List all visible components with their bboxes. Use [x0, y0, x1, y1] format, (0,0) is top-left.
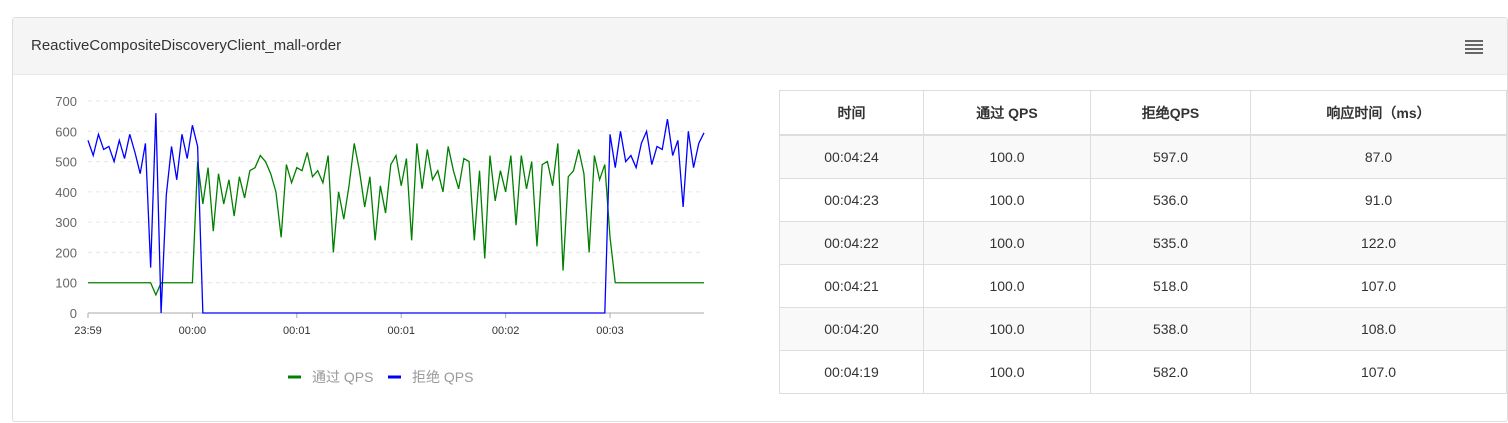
table-cell: 122.0 [1250, 221, 1507, 265]
hamburger-menu-icon[interactable] [1465, 40, 1483, 54]
table-cell: 538.0 [1090, 307, 1251, 351]
table-cell: 100.0 [923, 134, 1091, 179]
table-row: 00:04:21 100.0 518.0 107.0 [779, 264, 1507, 308]
panel-header: ReactiveCompositeDiscoveryClient_mall-or… [13, 18, 1507, 75]
table-cell: 00:04:19 [779, 350, 924, 394]
table-cell: 100.0 [923, 307, 1091, 351]
y-tick-label: 200 [55, 245, 77, 260]
table-cell: 00:04:22 [779, 221, 924, 265]
column-header: 拒绝QPS [1090, 90, 1251, 136]
x-tick-label: 00:02 [492, 325, 520, 337]
y-tick-label: 0 [70, 306, 77, 321]
table-cell: 536.0 [1090, 178, 1251, 222]
table-row: 00:04:22 100.0 535.0 122.0 [779, 221, 1507, 265]
table-cell: 100.0 [923, 264, 1091, 308]
table-cell: 87.0 [1250, 134, 1507, 179]
x-tick-label: 00:00 [179, 325, 207, 337]
column-header: 时间 [779, 90, 924, 136]
table-cell: 535.0 [1090, 221, 1251, 265]
legend-label: 通过 QPS [312, 369, 373, 385]
table-cell: 108.0 [1250, 307, 1507, 351]
chart-panel: ReactiveCompositeDiscoveryClient_mall-or… [12, 17, 1508, 422]
x-tick-label: 00:01 [387, 325, 415, 337]
table-cell: 00:04:20 [779, 307, 924, 351]
table-cell: 582.0 [1090, 350, 1251, 394]
x-tick-label: 00:01 [283, 325, 311, 337]
y-tick-label: 500 [55, 155, 77, 170]
table-row: 00:04:19 100.0 582.0 107.0 [779, 350, 1507, 394]
table-cell: 518.0 [1090, 264, 1251, 308]
legend-label: 拒绝 QPS [412, 369, 473, 385]
table-cell: 100.0 [923, 178, 1091, 222]
table-cell: 100.0 [923, 221, 1091, 265]
table-cell: 100.0 [923, 350, 1091, 394]
column-header: 通过 QPS [923, 90, 1091, 136]
table-row: 00:04:23 100.0 536.0 91.0 [779, 178, 1507, 222]
table-cell: 107.0 [1250, 264, 1507, 308]
table-cell: 00:04:24 [779, 134, 924, 179]
x-tick-label: 00:03 [596, 325, 624, 337]
y-tick-label: 600 [55, 124, 77, 139]
y-tick-label: 700 [55, 94, 77, 109]
table-row: 00:04:20 100.0 538.0 108.0 [779, 307, 1507, 351]
table-cell: 597.0 [1090, 134, 1251, 179]
table-cell: 107.0 [1250, 350, 1507, 394]
table-cell: 91.0 [1250, 178, 1507, 222]
series-line-passed-qps [88, 143, 704, 297]
table-cell: 00:04:23 [779, 178, 924, 222]
series-line-blocked-qps [87, 113, 705, 314]
panel-title: ReactiveCompositeDiscoveryClient_mall-or… [31, 37, 342, 54]
column-header: 响应时间（ms） [1250, 90, 1507, 136]
x-tick-label: 23:59 [74, 325, 102, 337]
y-tick-label: 400 [55, 185, 77, 200]
y-tick-label: 300 [55, 215, 77, 230]
y-tick-label: 100 [55, 276, 77, 291]
qps-line-chart: 0 100 200 300 400 500 600 700 23:59 00:00 00:01 00:… [55, 94, 705, 385]
table-cell: 00:04:21 [779, 264, 924, 308]
table-row: 00:04:24 100.0 597.0 87.0 [779, 134, 1507, 179]
qps-table: 时间 通过 QPS 拒绝QPS 响应时间（ms） 00:04:24 100.0 597.0… [779, 90, 1507, 394]
